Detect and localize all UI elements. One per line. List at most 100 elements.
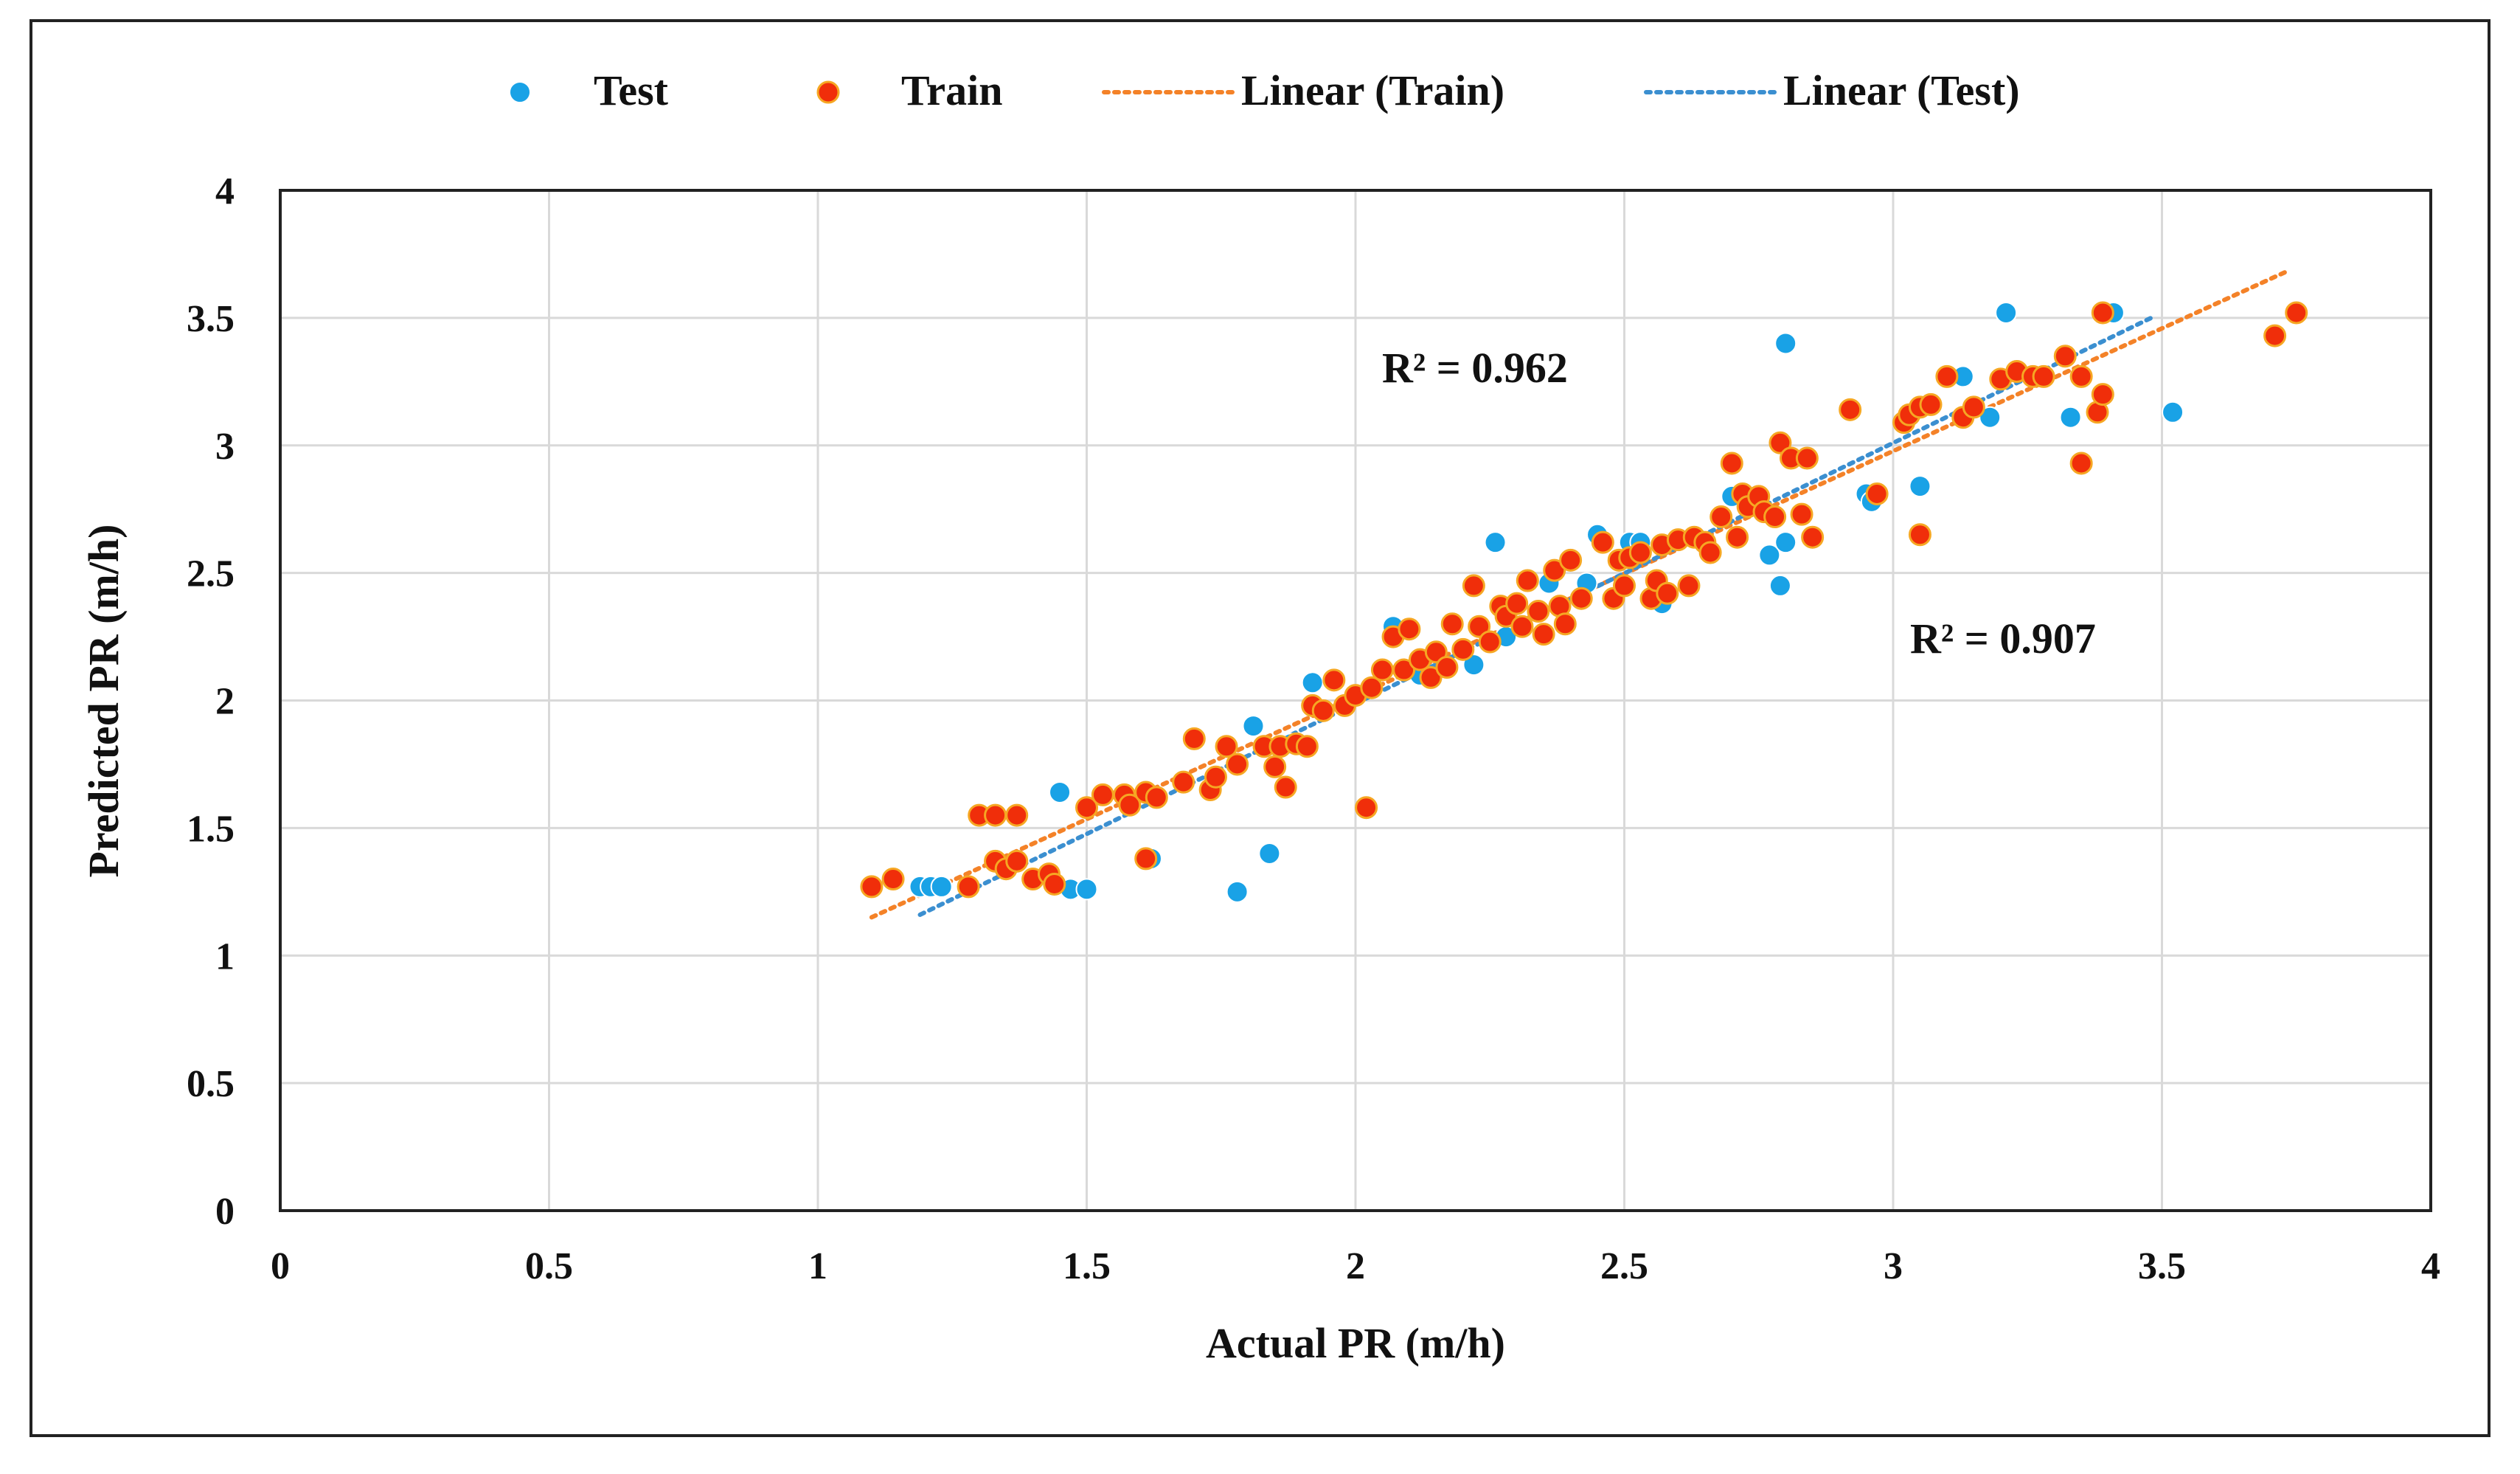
train-point: [1908, 523, 1931, 547]
train-point: [1370, 658, 1394, 682]
train-point: [1505, 592, 1529, 615]
legend-test-label: Test: [594, 66, 669, 114]
train-point: [1424, 640, 1448, 664]
train-point: [1919, 392, 1943, 416]
train-point: [1516, 569, 1539, 592]
test-point: [1484, 531, 1507, 554]
train-point: [1134, 847, 1158, 871]
train-point: [1204, 765, 1227, 789]
x-tick-label: 2: [1346, 1245, 1365, 1287]
train-point: [1462, 574, 1485, 598]
train-point: [1274, 775, 1297, 799]
train-point: [1553, 612, 1577, 636]
train-point: [984, 803, 1007, 827]
x-tick-label: 1: [808, 1245, 827, 1287]
legend-linear-test-label: Linear (Test): [1783, 66, 2020, 114]
test-point: [930, 875, 953, 898]
test-point: [1774, 531, 1797, 554]
legend-linear-train-label: Linear (Train): [1241, 66, 1504, 114]
x-tick-label: 1.5: [1063, 1245, 1111, 1287]
train-point: [1962, 395, 1985, 419]
train-point: [1392, 658, 1416, 682]
y-tick-label: 2.5: [187, 553, 235, 595]
r2-annotation-train: R² = 0.962: [1382, 344, 1568, 392]
train-point: [1440, 612, 1464, 636]
train-point: [1795, 446, 1819, 470]
train-point: [1360, 676, 1384, 699]
train-point: [1419, 665, 1443, 689]
y-tick-label: 0.5: [187, 1063, 235, 1105]
legend: Test Train Linear (Train) Linear (Test): [509, 66, 2020, 114]
train-point: [1043, 872, 1066, 896]
test-point: [2059, 406, 2082, 429]
train-point: [1005, 803, 1029, 827]
train-point: [1322, 668, 1346, 692]
train-point: [1628, 541, 1652, 564]
plot-area: [279, 189, 2432, 1212]
train-point: [2069, 451, 2093, 475]
train-point: [1091, 783, 1114, 806]
train-point: [1790, 502, 1813, 526]
train-point: [1709, 505, 1733, 529]
train-point: [1172, 770, 1195, 794]
train-point: [1698, 541, 1722, 564]
test-point: [1258, 842, 1281, 865]
y-tick-label: 3.5: [187, 298, 235, 340]
train-point: [1763, 505, 1787, 529]
legend-train-marker: [816, 80, 840, 104]
x-tick-label: 3.5: [2138, 1245, 2186, 1287]
test-point: [1979, 406, 2002, 429]
test-point: [1226, 880, 1249, 903]
train-point: [1527, 599, 1550, 623]
train-point: [1311, 699, 1335, 722]
x-axis-title: Actual PR (m/h): [1206, 1319, 1505, 1367]
train-point: [1510, 615, 1534, 638]
test-point: [1995, 301, 2018, 324]
train-point: [1435, 656, 1459, 679]
y-tick-label: 1: [215, 935, 235, 978]
train-point: [1295, 735, 1319, 758]
test-point: [1301, 671, 1324, 694]
train-point: [1145, 786, 1168, 809]
train-point: [881, 868, 905, 891]
x-tick-label: 0: [271, 1245, 290, 1287]
train-point: [2069, 364, 2093, 388]
y-axis-title: Predicted PR (m/h): [80, 525, 128, 878]
test-point: [1049, 781, 1072, 803]
train-point: [1263, 755, 1287, 778]
train-point: [1935, 364, 1959, 388]
r2-annotation-test: R² = 0.907: [1910, 615, 2096, 662]
train-point: [1839, 398, 1862, 421]
train-point: [1118, 793, 1142, 817]
train-point: [2285, 301, 2308, 325]
train-point: [1478, 630, 1502, 654]
test-point: [2162, 401, 2184, 423]
train-point: [1182, 727, 1206, 750]
train-point: [1543, 558, 1566, 582]
train-point: [1569, 587, 1593, 610]
train-point: [2091, 301, 2114, 325]
test-point: [1774, 332, 1797, 355]
legend-train-label: Train: [901, 66, 1003, 114]
train-point: [1865, 482, 1889, 505]
x-tick-label: 4: [2421, 1245, 2440, 1287]
train-point: [2091, 383, 2114, 406]
train-point: [1613, 574, 1636, 598]
train-point: [1398, 617, 1421, 641]
test-point: [1242, 715, 1265, 738]
test-point: [1758, 544, 1781, 567]
y-tick-label: 1.5: [187, 808, 235, 850]
y-tick-label: 4: [215, 170, 235, 212]
gridlines: [280, 190, 2431, 1211]
y-axis-tick-labels: 0 0.5 1 1.5 2 2.5 3 3.5 4: [187, 170, 235, 1233]
data-points: [860, 301, 2308, 903]
x-axis-tick-labels: 0 0.5 1 1.5 2 2.5 3 3.5 4: [271, 1245, 2440, 1287]
test-point: [1075, 878, 1098, 901]
x-tick-label: 0.5: [525, 1245, 573, 1287]
train-point: [1468, 615, 1491, 638]
train-point: [1226, 752, 1249, 776]
train-point: [1355, 796, 1378, 820]
train-point: [2263, 324, 2287, 347]
train-point: [1656, 581, 1679, 605]
